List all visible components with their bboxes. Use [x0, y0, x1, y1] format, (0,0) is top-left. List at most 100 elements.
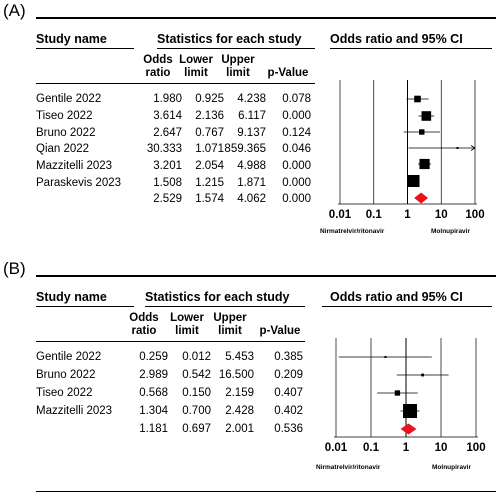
- plot-header-underline: [330, 48, 492, 49]
- study-square: [456, 147, 459, 149]
- table-cell-lower: 1.071: [195, 143, 224, 155]
- table-cell-upper: 4.238: [237, 93, 266, 105]
- table-cell-p: 0.402: [274, 405, 303, 417]
- x-tick-label: 0.1: [366, 209, 383, 221]
- table-cell-lower: 0.150: [182, 387, 211, 399]
- study-square: [419, 129, 425, 135]
- pooled-cell-upper: 4.062: [237, 193, 266, 205]
- forest-plot-a: 0.01 0.1 1 10 100 Nirmatrelvir/ritonavir Molnu…: [320, 80, 485, 235]
- table-cell-or: 1.980: [153, 93, 182, 105]
- panel-label: (B): [3, 259, 26, 278]
- study-name-underline: [36, 306, 134, 307]
- table-row-study: Bruno 2022: [36, 369, 96, 381]
- table-row-study: Tiseo 2022: [36, 110, 93, 122]
- pooled-cell-lower: 1.574: [195, 193, 224, 205]
- table-cell-upper: 6.117: [238, 110, 266, 122]
- top-rule: [36, 17, 496, 19]
- table-cell-or: 0.259: [139, 351, 168, 363]
- study-square: [394, 390, 401, 396]
- pooled-cell-or: 1.181: [139, 423, 168, 435]
- forest-plot-panel-b: (B) Study name Statistics for each study…: [0, 254, 500, 494]
- table-cell-lower: 2.136: [195, 110, 224, 122]
- table-cell-p: 0.385: [274, 351, 303, 363]
- table-cell-upper: 4.988: [237, 160, 266, 172]
- study-name-header: Study name: [36, 32, 107, 46]
- table-cell-lower: 0.700: [182, 405, 211, 417]
- favours-right-label: Molnupiravir: [431, 228, 470, 235]
- ci-arrow: [470, 145, 476, 151]
- bottom-rule: [36, 491, 496, 492]
- table-cell-lower: 1.215: [195, 177, 224, 189]
- x-tick-label: 1: [403, 442, 410, 454]
- p-value-header: p-Value: [267, 67, 309, 79]
- odds-ratio-header: Odds ratio: [129, 312, 159, 337]
- table-cell-or: 3.614: [153, 110, 182, 122]
- study-name-underline: [36, 48, 134, 49]
- table-cell-p: 0.209: [274, 369, 303, 381]
- table-cell-lower: 2.054: [195, 160, 224, 172]
- table-row-study: Qian 2022: [36, 143, 90, 155]
- table-row-study: Mazzitelli 2023: [36, 160, 113, 172]
- table-cell-p: 0.078: [282, 93, 311, 105]
- table-cell-lower: 0.542: [182, 369, 211, 381]
- table-cell-p: 0.046: [282, 143, 311, 155]
- table-cell-upper: 1.871: [237, 177, 266, 189]
- stats-underline: [157, 48, 315, 49]
- table-cell-lower: 0.925: [195, 93, 224, 105]
- upper-limit-header: Upper limit: [221, 54, 255, 79]
- favours-left-label: Nirmatrelvir/ritonavir: [320, 228, 385, 235]
- study-square: [403, 404, 418, 418]
- table-cell-or: 30.333: [146, 143, 182, 155]
- study-square: [421, 111, 432, 121]
- plot-header-underline: [322, 306, 492, 307]
- table-cell-lower: 0.012: [182, 351, 211, 363]
- table-row-study: Gentile 2022: [36, 93, 102, 105]
- favours-left-label: Nirmatrelvir/ritonavir: [316, 464, 381, 471]
- favours-right-label: Molnupiravir: [432, 464, 471, 471]
- table-cell-upper: 16.500: [218, 369, 254, 381]
- pooled-cell-upper: 2.001: [225, 423, 254, 435]
- study-square: [419, 158, 430, 170]
- pooled-cell-p: 0.536: [274, 423, 303, 435]
- lower-limit-header: Lower limit: [170, 312, 204, 337]
- table-cell-upper: 2.159: [225, 387, 254, 399]
- x-tick-label: 1: [404, 209, 411, 221]
- x-tick-label: 10: [435, 442, 448, 454]
- p-value-header: p-Value: [259, 325, 301, 337]
- odds-ratio-header: Odds ratio: [143, 54, 173, 79]
- x-tick-label: 100: [465, 209, 484, 221]
- pooled-diamond: [400, 423, 417, 435]
- table-cell-upper: 859.365: [224, 143, 266, 155]
- x-tick-label: 10: [435, 209, 448, 221]
- top-rule: [36, 275, 496, 277]
- table-cell-p: 0.000: [282, 177, 311, 189]
- table-row-study: Paraskevis 2023: [36, 177, 122, 189]
- table-row-study: Mazzitelli 2023: [36, 405, 113, 417]
- pooled-cell-lower: 0.697: [182, 423, 211, 435]
- x-tick-label: 0.01: [329, 209, 352, 221]
- stats-group-header: Statistics for each study: [145, 290, 290, 304]
- table-cell-or: 0.568: [139, 387, 168, 399]
- header-rule: [36, 83, 315, 84]
- table-cell-upper: 9.137: [237, 127, 266, 139]
- table-row-study: Tiseo 2022: [36, 387, 93, 399]
- x-tick-label: 0.1: [363, 442, 380, 454]
- stats-underline: [145, 306, 305, 307]
- panel-label: (A): [3, 1, 26, 20]
- study-square: [384, 356, 387, 358]
- x-tick-label: 100: [466, 442, 485, 454]
- study-square: [407, 175, 420, 187]
- pooled-diamond: [414, 192, 429, 204]
- table-cell-lower: 0.767: [195, 127, 224, 139]
- table-cell-or: 1.508: [153, 177, 182, 189]
- table-cell-upper: 5.453: [225, 351, 254, 363]
- forest-plot-b: 0.01 0.1 1 10 100 Nirmatrelvir/ritonavir Molnu…: [316, 338, 486, 471]
- x-tick-label: 0.01: [325, 442, 348, 454]
- lower-limit-header: Lower limit: [179, 54, 213, 79]
- table-row-study: Gentile 2022: [36, 351, 102, 363]
- table-cell-or: 1.304: [139, 405, 168, 417]
- upper-limit-header: Upper limit: [213, 312, 247, 337]
- plot-header: Odds ratio and 95% CI: [330, 32, 463, 46]
- header-rule: [36, 341, 305, 342]
- table-cell-or: 2.989: [139, 369, 168, 381]
